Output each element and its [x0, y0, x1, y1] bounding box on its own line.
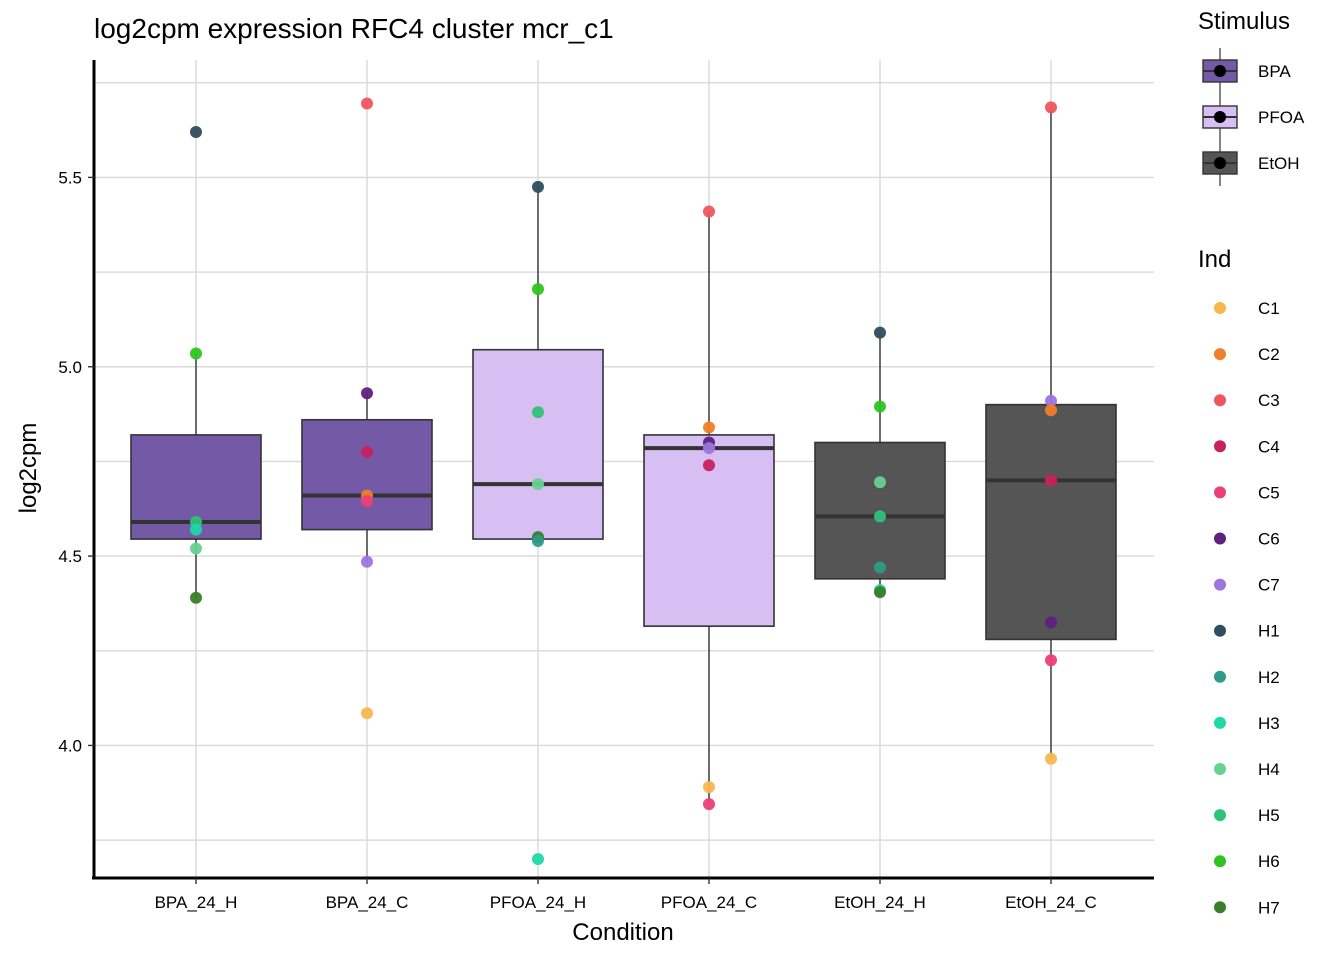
point-pfoa-24-h-h2	[532, 534, 544, 547]
point-etoh-24-h-h1	[874, 326, 886, 339]
x-axis-title: Condition	[572, 919, 673, 946]
data-points	[190, 97, 1057, 866]
point-pfoa-24-c-c7	[703, 442, 715, 455]
stimulus-label-bpa: BPA	[1258, 62, 1291, 81]
point-bpa-24-c-c5	[361, 495, 373, 508]
box-pfoa-24-h	[472, 348, 604, 540]
point-etoh-24-c-c7	[1045, 394, 1057, 407]
y-tick-label: 4.5	[58, 547, 82, 566]
x-ticks: BPA_24_H BPA_24_C PFOA_24_H PFOA_24_C EtOH_2…	[155, 878, 1097, 912]
ind-key-c7	[1214, 578, 1226, 591]
ind-label-h1: H1	[1258, 622, 1280, 641]
point-pfoa-24-h-h4	[532, 478, 544, 491]
ind-key-c6	[1214, 532, 1226, 545]
ind-key-h3	[1214, 716, 1226, 729]
ind-legend-title: Ind	[1198, 246, 1231, 273]
ind-label-h3: H3	[1258, 714, 1280, 733]
x-tick-label-pfoa-24-c: PFOA_24_C	[661, 893, 757, 912]
stimulus-label-pfoa: PFOA	[1258, 108, 1305, 127]
point-pfoa-24-c-c5	[703, 798, 715, 811]
ind-label-h4: H4	[1258, 760, 1280, 779]
point-bpa-24-h-h6	[190, 347, 202, 360]
point-bpa-24-c-c1	[361, 707, 373, 720]
stimulus-key-bpa	[1202, 48, 1238, 94]
ind-key-h5	[1214, 809, 1226, 822]
ind-label-c4: C4	[1258, 437, 1280, 456]
ind-label-c1: C1	[1258, 299, 1280, 318]
point-etoh-24-h-h4	[874, 476, 886, 489]
x-tick-label-pfoa-24-h: PFOA_24_H	[490, 893, 586, 912]
ind-legend: Ind C1 C2 C3 C4 C5 C6 C7 H1 H2 H3 H4 H5 H6 H7	[1198, 246, 1280, 917]
ind-label-h7: H7	[1258, 898, 1280, 917]
stimulus-key-dot	[1214, 65, 1226, 77]
point-bpa-24-h-h4	[190, 542, 202, 555]
ind-key-h4	[1214, 763, 1226, 775]
point-etoh-24-c-c3	[1045, 101, 1057, 114]
ind-label-c2: C2	[1258, 345, 1280, 364]
ind-label-c6: C6	[1258, 530, 1280, 549]
point-bpa-24-h-h7	[190, 591, 202, 604]
point-etoh-24-c-c4	[1045, 474, 1057, 487]
ind-label-c7: C7	[1258, 576, 1280, 595]
ind-key-h1	[1214, 624, 1226, 637]
boxes	[130, 348, 1117, 641]
ind-label-c5: C5	[1258, 483, 1280, 502]
y-axis-title: log2cpm	[15, 423, 42, 514]
x-tick-label-bpa-24-c: BPA_24_C	[326, 893, 409, 912]
ind-key-c1	[1214, 302, 1226, 314]
point-pfoa-24-h-h3	[532, 853, 544, 866]
box-bpa-24-c	[301, 418, 433, 531]
point-pfoa-24-c-c2	[703, 421, 715, 434]
stimulus-key-dot	[1214, 111, 1226, 123]
stimulus-key-pfoa	[1202, 94, 1238, 140]
point-pfoa-24-c-c4	[703, 459, 715, 472]
ind-key-c2	[1214, 348, 1226, 361]
point-bpa-24-h-h3	[190, 523, 202, 536]
point-etoh-24-h-h6	[874, 400, 886, 413]
point-etoh-24-c-c5	[1045, 654, 1057, 667]
point-etoh-24-h-h2	[874, 561, 886, 574]
x-tick-label-etoh-24-c: EtOH_24_C	[1005, 893, 1097, 912]
ind-label-h5: H5	[1258, 806, 1280, 825]
stimulus-label-etoh: EtOH	[1258, 154, 1300, 173]
stimulus-key-etoh	[1202, 140, 1238, 186]
point-etoh-24-h-h7	[874, 586, 886, 599]
ind-key-h6	[1214, 855, 1226, 868]
axes	[92, 60, 1154, 880]
point-bpa-24-c-c3	[361, 97, 373, 110]
ind-label-h6: H6	[1258, 852, 1280, 871]
point-pfoa-24-c-c1	[703, 781, 715, 794]
y-tick-label: 5.5	[58, 168, 82, 187]
box-etoh-24-c	[985, 403, 1117, 641]
ind-key-c5	[1214, 486, 1226, 499]
y-tick-label: 4.0	[58, 736, 82, 755]
ind-label-h2: H2	[1258, 668, 1280, 687]
point-bpa-24-c-c7	[361, 555, 373, 568]
y-tick-label: 5.0	[58, 358, 82, 377]
point-bpa-24-h-h1	[190, 125, 202, 138]
ind-label-c3: C3	[1258, 391, 1280, 410]
ind-key-h7	[1214, 901, 1226, 914]
point-pfoa-24-h-h1	[532, 180, 544, 193]
ind-key-c3	[1214, 394, 1226, 407]
point-pfoa-24-h-h6	[532, 283, 544, 296]
point-pfoa-24-h-h5	[532, 406, 544, 419]
point-pfoa-24-c-c3	[703, 205, 715, 218]
x-tick-label-bpa-24-h: BPA_24_H	[155, 893, 238, 912]
y-ticks: 4.0 4.5 5.0 5.5	[58, 168, 94, 755]
x-tick-label-etoh-24-h: EtOH_24_H	[834, 893, 926, 912]
stimulus-key-dot	[1214, 157, 1226, 169]
stimulus-legend: Stimulus BPA PFOA EtOH	[1198, 8, 1305, 186]
stimulus-legend-title: Stimulus	[1198, 8, 1290, 35]
point-etoh-24-h-h5	[874, 510, 886, 523]
point-etoh-24-c-c1	[1045, 752, 1057, 765]
point-bpa-24-c-c4	[361, 445, 373, 458]
point-etoh-24-c-c2	[1045, 404, 1057, 417]
point-etoh-24-c-c6	[1045, 616, 1057, 629]
ind-key-h2	[1214, 670, 1226, 683]
ind-key-c4	[1214, 440, 1226, 453]
point-bpa-24-c-c6	[361, 387, 373, 400]
chart-title: log2cpm expression RFC4 cluster mcr_c1	[94, 13, 614, 44]
